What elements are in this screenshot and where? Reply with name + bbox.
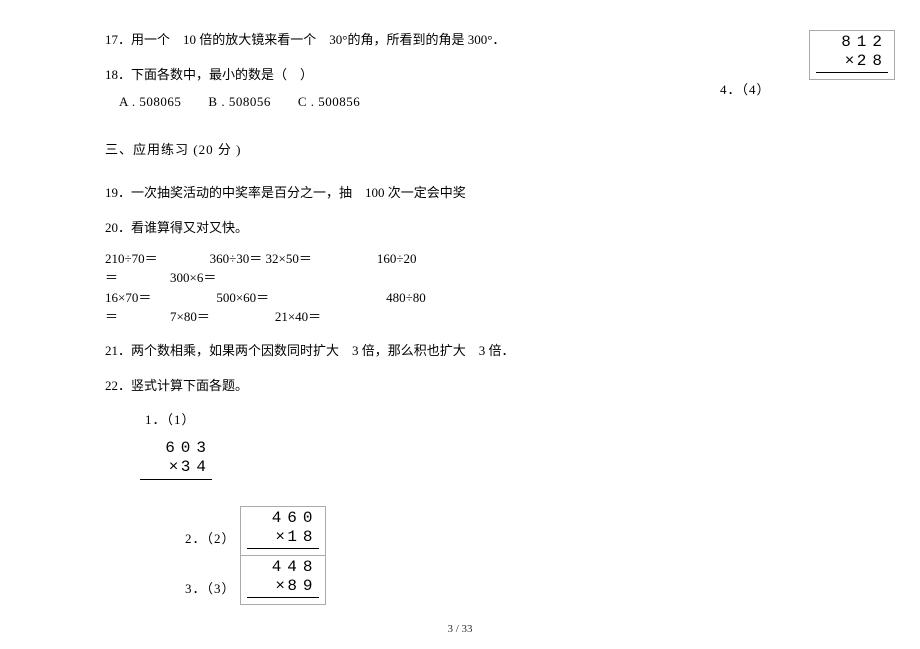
page-number: 3 / 33 [0, 621, 920, 639]
v3-top: 448 [247, 558, 319, 577]
mult-sign: × [169, 458, 181, 477]
v2-bot: 18 [287, 528, 318, 546]
mult-sign: × [275, 528, 287, 547]
q20-line1: 210÷70＝ 360÷30＝ 32×50＝ 160÷20 [105, 249, 555, 269]
q20-line3: 16×70＝ 500×60＝ 480÷80 [105, 288, 555, 308]
q20-line4: ＝ 7×80＝ 21×40＝ [105, 307, 555, 327]
v4-top: 812 [816, 33, 888, 52]
vertical-calc-3: 448 ×89 [240, 555, 326, 605]
v3-bot: 89 [287, 577, 318, 595]
sub-1-label: 1．（1） [145, 410, 555, 431]
question-22: 22．竖式计算下面各题。 [105, 376, 555, 397]
question-18-options: A . 508065 B . 508056 C . 500856 [119, 92, 555, 113]
question-21: 21．两个数相乘，如果两个因数同时扩大 3 倍，那么积也扩大 3 倍． [105, 341, 555, 362]
v4-bot: 28 [857, 52, 888, 70]
calc-line [247, 597, 319, 598]
vertical-calc-2: 460 ×18 [240, 506, 326, 556]
sub-2-row: 2．（2） 460 ×18 [185, 506, 555, 556]
q20-line2: ＝ 300×6＝ [105, 268, 555, 288]
question-18: 18．下面各数中，最小的数是（ ） [105, 65, 555, 86]
sub-3-label: 3．（3） [185, 579, 236, 606]
mult-sign: × [275, 577, 287, 596]
question-20: 20．看谁算得又对又快。 [105, 218, 555, 239]
calc-line [247, 548, 319, 549]
question-19: 19．一次抽奖活动的中奖率是百分之一，抽 100 次一定会中奖 [105, 183, 555, 204]
v2-top: 460 [247, 509, 319, 528]
vertical-calc-1: 603 ×34 [140, 439, 555, 481]
v1-bot: 34 [181, 458, 212, 476]
sub-4-label: 4．（4） [720, 80, 771, 101]
question-20-calcs: 210÷70＝ 360÷30＝ 32×50＝ 160÷20 ＝ 300×6＝ 1… [105, 249, 555, 327]
calc-line [140, 479, 212, 480]
question-17: 17．用一个 10 倍的放大镜来看一个 30°的角，所看到的角是 300°． [105, 30, 555, 51]
calc-line [816, 72, 888, 73]
sub-2-label: 2．（2） [185, 529, 236, 556]
mult-sign: × [845, 52, 857, 71]
section-3-heading: 三、应用练习 (20 分 ) [105, 140, 555, 161]
sub-3-row: 3．（3） 448 ×89 [185, 555, 555, 605]
v1-top: 603 [140, 439, 212, 458]
